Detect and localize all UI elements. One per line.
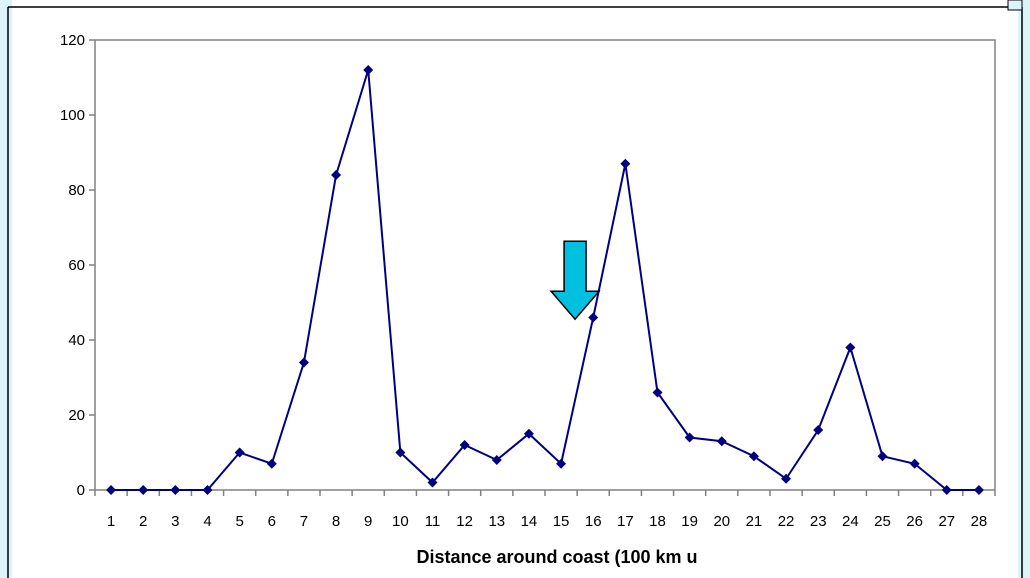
data-point-marker <box>266 458 277 469</box>
x-tick-label: 14 <box>521 513 538 530</box>
y-tick-label: 100 <box>60 107 85 124</box>
x-axis-ticks: 1 2 3 4 5 6 7 8 9 10 11 12 13 14 15 16 17 18 19 20 21 22 23 24 2… <box>94 490 996 530</box>
x-tick-label: 4 <box>203 513 211 530</box>
data-point-marker <box>973 485 984 495</box>
x-tick-label: 28 <box>971 513 988 530</box>
x-tick-label: 5 <box>235 513 243 530</box>
y-axis-ticks: 0 20 40 60 80 100 120 <box>60 32 95 499</box>
x-tick-label: 24 <box>842 513 859 530</box>
data-point-marker <box>427 477 438 488</box>
data-point-marker <box>459 440 470 450</box>
y-tick-label: 0 <box>77 482 85 499</box>
x-tick-label: 11 <box>425 513 441 530</box>
data-point-marker <box>813 425 824 435</box>
data-point-marker <box>652 387 663 398</box>
down-arrow-annotation <box>549 240 601 321</box>
x-tick-label: 25 <box>874 513 891 530</box>
annotations <box>549 240 601 321</box>
data-point-marker <box>395 447 406 458</box>
series-line <box>111 69 979 491</box>
x-tick-label: 2 <box>139 513 147 530</box>
x-tick-label: 10 <box>392 513 409 530</box>
data-point-marker <box>170 485 181 495</box>
series-line-path <box>111 69 979 491</box>
x-tick-label: 22 <box>778 513 795 530</box>
data-point-marker <box>941 485 952 495</box>
data-point-marker <box>877 451 888 462</box>
data-point-marker <box>588 312 599 323</box>
x-tick-label: 7 <box>300 513 308 530</box>
x-tick-label: 23 <box>810 513 827 530</box>
frame-right-panel <box>1018 0 1030 578</box>
corner-mark <box>1007 0 1023 11</box>
x-tick-label: 26 <box>906 513 923 530</box>
data-point-marker <box>523 428 534 439</box>
x-tick-label: 6 <box>268 513 276 530</box>
x-tick-label: 1 <box>107 513 115 530</box>
data-point-marker <box>845 342 856 353</box>
x-tick-label: 21 <box>746 513 763 530</box>
data-point-marker <box>298 357 309 368</box>
x-tick-label: 15 <box>553 513 570 530</box>
y-tick-label: 60 <box>68 257 85 274</box>
data-point-marker <box>331 170 342 180</box>
x-tick-label: 18 <box>649 513 666 530</box>
data-point-marker <box>234 447 245 458</box>
data-point-marker <box>106 485 117 495</box>
y-tick-label: 120 <box>60 32 85 49</box>
data-point-marker <box>491 455 502 465</box>
x-tick-label: 13 <box>488 513 505 530</box>
x-tick-label: 17 <box>617 513 634 530</box>
series-markers <box>106 65 984 495</box>
y-tick-label: 80 <box>68 182 85 199</box>
x-axis-label: Distance around coast (100 km u <box>416 547 697 567</box>
axes <box>94 39 996 491</box>
x-tick-label: 16 <box>585 513 602 530</box>
data-point-marker <box>363 65 374 75</box>
x-tick-label: 27 <box>938 513 955 530</box>
y-tick-label: 20 <box>68 407 85 424</box>
x-tick-label: 8 <box>332 513 340 530</box>
x-tick-label: 20 <box>713 513 730 530</box>
plot-area-frame <box>94 39 996 491</box>
frame-left-panel <box>0 0 12 578</box>
data-point-marker <box>556 458 567 469</box>
data-point-marker <box>781 473 792 484</box>
data-point-marker <box>909 458 920 469</box>
data-point-marker <box>716 436 727 447</box>
data-point-marker <box>620 158 631 169</box>
data-point-marker <box>202 485 213 495</box>
data-point-marker <box>684 432 695 443</box>
x-tick-label: 12 <box>456 513 473 530</box>
y-tick-label: 40 <box>68 332 85 349</box>
x-tick-label: 19 <box>681 513 698 530</box>
x-tick-label: 3 <box>171 513 179 530</box>
data-point-marker <box>138 485 149 495</box>
x-tick-label: 9 <box>364 513 372 530</box>
data-point-marker <box>748 451 759 462</box>
